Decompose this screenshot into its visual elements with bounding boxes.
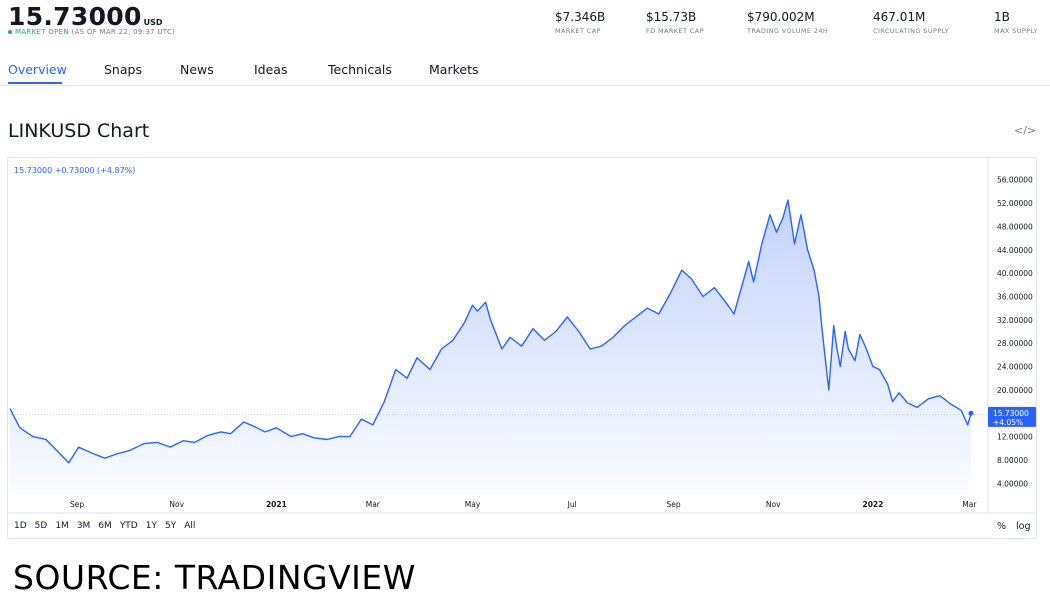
current-price: 15.73000 <box>8 2 142 31</box>
stat-label: TRADING VOLUME 24H <box>747 27 829 35</box>
stat-fd-market-cap: $15.73B FD MARKET CAP <box>646 10 704 35</box>
x-tick-label: Nov <box>169 500 184 509</box>
y-tick-label: 28.00000 <box>997 339 1033 348</box>
last-price-dot <box>968 410 974 416</box>
y-tick-label: 20.00000 <box>997 386 1033 395</box>
chart-legend: 15.73000 +0.73000 (+4.87%) <box>14 166 136 175</box>
last-price-label: 15.73000 <box>993 409 1029 418</box>
tab-news[interactable]: News <box>180 62 214 77</box>
y-tick-label: 8.00000 <box>997 456 1028 465</box>
range-1y-button[interactable]: 1Y <box>145 521 157 531</box>
range-3m-button[interactable]: 3M <box>76 521 91 531</box>
tab-technicals[interactable]: Technicals <box>328 62 392 77</box>
stat-value: 467.01M <box>873 10 926 24</box>
x-tick-label: Nov <box>766 500 781 509</box>
percent-scale-button[interactable]: % <box>997 521 1007 532</box>
market-open-dot-icon <box>8 30 12 34</box>
y-tick-label: 24.00000 <box>997 363 1033 372</box>
stat-market-cap: $7.346B MARKET CAP <box>555 10 605 35</box>
tab-ideas[interactable]: Ideas <box>254 62 288 77</box>
stat-label: MARKET CAP <box>555 27 601 35</box>
log-scale-button[interactable]: log <box>1016 521 1031 532</box>
range-all-button[interactable]: All <box>184 521 196 531</box>
as-of-timestamp: (AS OF MAR 22, 09:37 UTC) <box>71 28 176 36</box>
x-tick-label: Mar <box>366 500 381 509</box>
last-change-label: +4.05% <box>993 418 1023 427</box>
stat-label: MAX SUPPLY <box>994 27 1039 35</box>
stat-circulating-supply: 467.01M CIRCULATING SUPPLY <box>873 10 949 35</box>
market-status-line: MARKET OPEN (AS OF MAR 22, 09:37 UTC) <box>8 28 175 36</box>
range-6m-button[interactable]: 6M <box>98 521 112 531</box>
tab-markets[interactable]: Markets <box>429 62 479 77</box>
y-tick-label: 4.00000 <box>997 479 1028 488</box>
y-tick-label: 52.00000 <box>997 199 1033 208</box>
stat-max-supply: 1B MAX SUPPLY <box>994 10 1038 35</box>
stat-label: CIRCULATING SUPPLY <box>873 27 950 35</box>
chart-frame <box>7 157 1037 539</box>
price-line <box>9 199 972 464</box>
price-chart[interactable]: 4.000008.0000012.0000016.0000020.0000024… <box>8 158 1036 538</box>
range-ytd-button[interactable]: YTD <box>119 521 138 531</box>
x-tick-label: 2021 <box>266 500 287 509</box>
tab-bar: Overview Snaps News Ideas Technicals Mar… <box>0 58 1050 86</box>
x-tick-label: May <box>465 500 481 509</box>
range-1m-button[interactable]: 1M <box>55 521 69 531</box>
y-tick-label: 36.00000 <box>997 292 1033 301</box>
range-1d-button[interactable]: 1D <box>14 521 27 531</box>
code-embed-icon[interactable]: </> <box>1014 124 1037 137</box>
x-tick-label: Jul <box>567 500 577 509</box>
y-tick-label: 40.00000 <box>997 269 1033 278</box>
active-tab-indicator <box>8 82 62 84</box>
scale-selector: % log <box>997 521 1041 532</box>
range-selector: 1D 5D 1M 3M 6M YTD 1Y 5Y All <box>14 521 203 531</box>
price-display: 15.73000 USD <box>8 2 163 31</box>
y-tick-label: 48.00000 <box>997 222 1033 231</box>
price-area-fill <box>10 200 971 495</box>
x-tick-label: Sep <box>666 500 680 509</box>
stat-trading-volume: $790.002M TRADING VOLUME 24H <box>747 10 828 35</box>
stat-value: $790.002M <box>747 10 815 24</box>
y-tick-label: 44.00000 <box>997 246 1033 255</box>
last-price-badge <box>988 406 1036 427</box>
tab-overview[interactable]: Overview <box>8 62 67 77</box>
market-status: MARKET OPEN <box>15 28 69 36</box>
y-tick-label: 56.00000 <box>997 176 1033 185</box>
y-tick-label: 12.00000 <box>997 433 1033 442</box>
price-currency: USD <box>143 18 163 27</box>
x-tick-label: 2022 <box>863 500 884 509</box>
y-tick-label: 32.00000 <box>997 316 1033 325</box>
range-5y-button[interactable]: 5Y <box>164 521 177 531</box>
stat-value: $7.346B <box>555 10 606 24</box>
tab-snaps[interactable]: Snaps <box>104 62 142 77</box>
x-tick-label: Sep <box>70 500 84 509</box>
stat-value: 1B <box>994 10 1010 24</box>
source-caption: SOURCE: TRADINGVIEW <box>13 558 416 597</box>
chart-title: LINKUSD Chart <box>8 120 150 142</box>
range-5d-button[interactable]: 5D <box>34 521 48 531</box>
x-tick-label: Mar <box>962 500 977 509</box>
stat-label: FD MARKET CAP <box>646 27 704 35</box>
stat-value: $15.73B <box>646 10 697 24</box>
